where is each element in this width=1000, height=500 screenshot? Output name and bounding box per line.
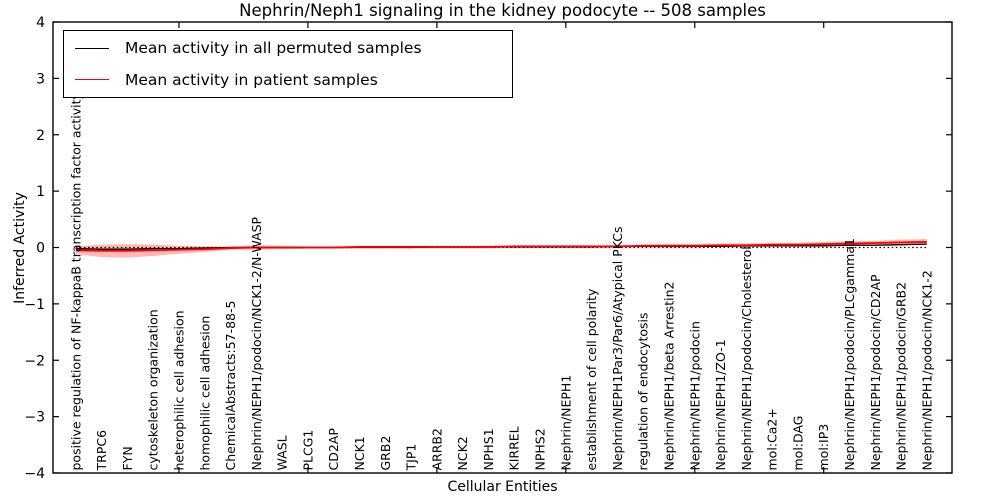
legend-entry-permuted: Mean activity in all permuted samples: [64, 34, 512, 62]
x-category-label: regulation of endocytosis: [636, 313, 651, 471]
x-category-label: Nephrin/NEPH1/podocin/CD2AP: [868, 274, 883, 470]
x-category-label: Nephrin/NEPH1: [558, 375, 573, 471]
plot-frame: [52, 21, 953, 474]
y-tick-label: −3: [24, 410, 45, 426]
x-category-label: Nephrin/NEPH1/podocin/NCK1-2: [919, 270, 934, 470]
x-category-label: heterophilic cell adhesion: [171, 310, 186, 470]
x-category-label: GRB2: [378, 436, 393, 471]
x-category-label: NCK1: [352, 436, 367, 470]
x-category-label: TRPC6: [94, 430, 109, 472]
x-axis-label: Cellular Entities: [447, 479, 558, 495]
chart-title: Nephrin/Neph1 signaling in the kidney po…: [239, 1, 766, 20]
y-tick-label: 1: [36, 184, 45, 200]
x-category-label: Nephrin/NEPH1/beta Arrestin2: [661, 282, 676, 471]
legend-label: Mean activity in all permuted samples: [125, 39, 422, 58]
patient-series-line: [75, 240, 927, 252]
x-category-label: mol:Ca2+: [765, 408, 780, 470]
legend: Mean activity in all permuted samples Me…: [63, 30, 513, 98]
x-category-label: Nephrin/NEPH1/podocin/NCK1-2/N-WASP: [249, 216, 264, 470]
x-category-label: establishment of cell polarity: [584, 288, 599, 470]
x-category-label: FYN: [120, 446, 135, 470]
x-category-label: TJP1: [404, 444, 419, 472]
x-category-label: NPHS2: [533, 428, 548, 470]
x-category-label: ChemicalAbstracts:57-88-5: [223, 301, 238, 471]
x-category-label: ARRB2: [429, 428, 444, 470]
x-category-label: homophilic cell adhesion: [197, 316, 212, 471]
y-tick-label: 0: [36, 241, 45, 257]
x-category-label: NCK2: [455, 436, 470, 470]
x-category-label: WASL: [275, 435, 290, 470]
y-tick-label: −4: [24, 466, 45, 482]
legend-entry-patient: Mean activity in patient samples: [64, 66, 512, 94]
y-tick-label: 4: [36, 15, 45, 31]
x-category-label: Nephrin/NEPH1Par3/Par6/Atypical PKCs: [610, 227, 625, 471]
legend-label: Mean activity in patient samples: [125, 70, 378, 89]
patient-line-swatch: [75, 79, 109, 81]
y-tick-label: 2: [36, 128, 45, 144]
x-category-label: Nephrin/NEPH1/ZO-1: [713, 339, 728, 470]
x-category-label: Nephrin/NEPH1/podocin: [687, 321, 702, 470]
x-category-label: mol:IP3: [816, 424, 831, 471]
x-category-label: KIRREL: [507, 426, 522, 470]
x-category-label: NPHS1: [481, 428, 496, 470]
x-category-label: Nephrin/NEPH1/podocin/Cholesterol: [739, 246, 754, 470]
x-category-label: positive regulation of NF-kappaB transcr…: [68, 91, 83, 470]
x-category-label: PLCG1: [300, 430, 315, 471]
y-tick-label: −1: [24, 297, 45, 313]
permuted-line-swatch: [75, 47, 109, 49]
x-category-label: Nephrin/NEPH1/podocin/GRB2: [894, 282, 909, 471]
x-category-label: Nephrin/NEPH1/podocin/PLCgamma1: [842, 238, 857, 470]
y-tick-label: 3: [36, 71, 45, 87]
x-category-label: CD2AP: [326, 428, 341, 471]
x-category-label: mol:DAG: [790, 416, 805, 471]
y-tick-label: −2: [24, 353, 45, 369]
x-category-label: cytoskeleton organization: [146, 309, 161, 470]
